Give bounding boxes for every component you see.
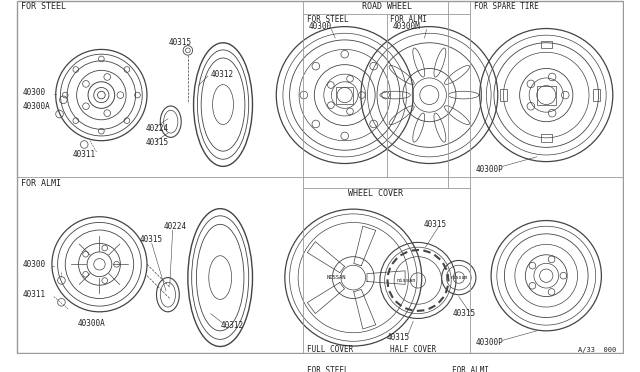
Bar — [500, 89, 508, 101]
Text: nissan: nissan — [450, 275, 467, 280]
Text: 40224: 40224 — [146, 124, 169, 133]
Text: 40300P: 40300P — [476, 165, 504, 174]
Text: ROAD WHEEL: ROAD WHEEL — [362, 2, 412, 11]
Text: FOR ALMI: FOR ALMI — [452, 366, 489, 372]
Text: 40300A: 40300A — [22, 102, 50, 111]
Text: WHEEL COVER: WHEEL COVER — [348, 189, 403, 198]
Text: 40300A: 40300A — [77, 319, 106, 328]
Text: 40300M: 40300M — [392, 22, 420, 31]
Text: HALF COVER: HALF COVER — [390, 345, 436, 355]
Text: 40312: 40312 — [220, 321, 243, 330]
Text: 40311: 40311 — [73, 150, 96, 158]
Text: FOR ALMI: FOR ALMI — [390, 15, 428, 23]
Text: 40224: 40224 — [163, 222, 186, 231]
Text: 40315: 40315 — [140, 235, 163, 244]
Bar — [541, 134, 552, 142]
Text: 40300: 40300 — [22, 260, 45, 269]
Bar — [541, 41, 552, 48]
Text: 40315: 40315 — [146, 138, 169, 147]
Text: FOR SPARE TIRE: FOR SPARE TIRE — [474, 2, 539, 11]
Text: 40315: 40315 — [387, 333, 410, 342]
Text: FULL COVER: FULL COVER — [307, 345, 353, 355]
Text: nissan: nissan — [397, 278, 416, 283]
Text: 40315: 40315 — [169, 38, 192, 47]
Bar — [593, 89, 600, 101]
Bar — [336, 87, 353, 104]
Bar — [537, 86, 556, 105]
Text: 40300: 40300 — [22, 88, 45, 97]
Text: 40300: 40300 — [308, 22, 332, 31]
Text: A/33  000: A/33 000 — [579, 347, 616, 353]
Text: 40311: 40311 — [22, 290, 45, 299]
Text: 40300P: 40300P — [476, 338, 504, 347]
Text: 40312: 40312 — [211, 70, 234, 78]
Text: FOR STEEL: FOR STEEL — [20, 2, 65, 11]
Text: 40315: 40315 — [424, 220, 447, 229]
Text: FOR ALMI: FOR ALMI — [20, 179, 61, 188]
Text: FOR STEEL: FOR STEEL — [307, 15, 348, 23]
Text: NISSAN: NISSAN — [326, 275, 346, 280]
Text: FOR STEEL: FOR STEEL — [307, 366, 348, 372]
Text: 40315: 40315 — [452, 309, 476, 318]
